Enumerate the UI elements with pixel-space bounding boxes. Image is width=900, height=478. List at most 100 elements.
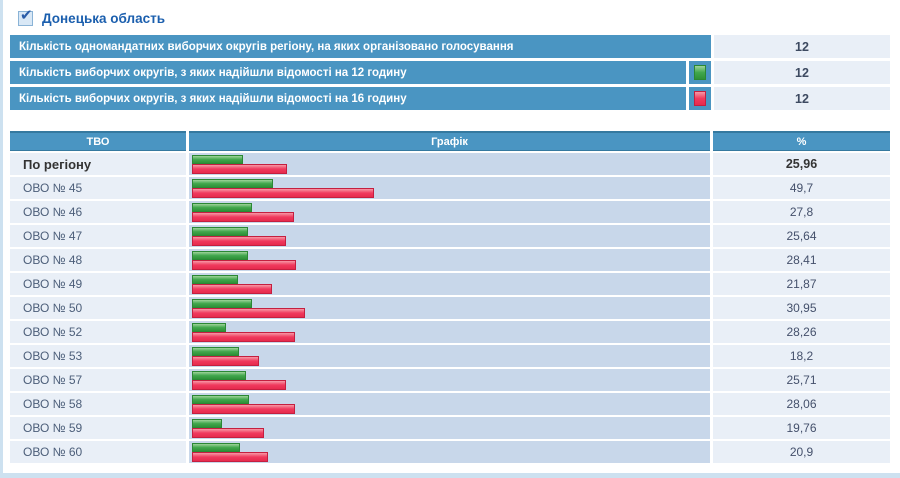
red-bar-16h [192,332,295,342]
summary-rows: Кількість одномандатних виборчих округів… [10,35,890,113]
table-row: ОВО № 47 25,64 [10,225,890,247]
green-bar-12h [192,347,239,356]
summary-row-value: 12 [714,61,890,84]
row-percent: 18,2 [713,345,890,367]
region-checkbox[interactable]: ✔ [18,6,33,26]
row-percent: 28,06 [713,393,890,415]
row-label: ОВО № 58 [10,393,186,415]
green-bar-12h [192,443,240,452]
row-graph-cell [189,393,710,415]
table-row: ОВО № 57 25,71 [10,369,890,391]
red-bar-16h [192,356,259,366]
table-row: ОВО № 49 21,87 [10,273,890,295]
table-row: ОВО № 45 49,7 [10,177,890,199]
green-bar-12h [192,419,222,428]
row-label: ОВО № 57 [10,369,186,391]
column-header-pct: % [713,131,890,151]
row-percent: 25,96 [713,153,890,175]
table-row: ОВО № 48 28,41 [10,249,890,271]
red-bar-16h [192,212,294,222]
green-bar-12h [192,371,246,380]
green-bar-12h [192,275,238,284]
row-graph-cell [189,273,710,295]
row-label: ОВО № 50 [10,297,186,319]
row-label: ОВО № 52 [10,321,186,343]
summary-row-label: Кількість одномандатних виборчих округів… [10,35,711,58]
footer-accent-strip [0,473,900,478]
row-label: ОВО № 48 [10,249,186,271]
red-bar-16h [192,236,286,246]
row-percent: 25,64 [713,225,890,247]
summary-icon-cell [689,61,711,84]
red-bar-16h [192,260,296,270]
summary-row: Кількість виборчих округів, з яких надій… [10,87,890,110]
table-row: ОВО № 50 30,95 [10,297,890,319]
row-graph-cell [189,297,710,319]
green-bar-12h [192,203,252,212]
table-row: По регіону 25,96 [10,153,890,175]
row-percent: 49,7 [713,177,890,199]
summary-row-label: Кількість виборчих округів, з яких надій… [10,61,686,84]
table-row: ОВО № 46 27,8 [10,201,890,223]
summary-row-label: Кількість виборчих округів, з яких надій… [10,87,686,110]
row-percent: 30,95 [713,297,890,319]
summary-row-value: 12 [714,35,890,58]
red-bar-16h [192,188,374,198]
green-bar-12h [192,395,249,404]
row-graph-cell [189,321,710,343]
row-graph-cell [189,345,710,367]
red-bar-16h [192,404,295,414]
results-table: ТВО Графік % По регіону 25,96 ОВО № 45 49,7… [10,131,890,465]
row-label: ОВО № 60 [10,441,186,463]
row-percent: 21,87 [713,273,890,295]
row-percent: 27,8 [713,201,890,223]
column-header-tvo: ТВО [10,131,186,151]
row-label: ОВО № 47 [10,225,186,247]
row-label: По регіону [10,153,186,175]
row-label: ОВО № 45 [10,177,186,199]
green-bar-12h [192,179,273,188]
row-percent: 25,71 [713,369,890,391]
red-bar-16h [192,380,286,390]
row-percent: 19,76 [713,417,890,439]
red-bar-16h [192,428,264,438]
row-graph-cell [189,369,710,391]
red-bar-16h [192,308,305,318]
row-percent: 28,41 [713,249,890,271]
row-graph-cell [189,417,710,439]
checkmark-icon: ✔ [20,5,33,24]
row-percent: 20,9 [713,441,890,463]
row-label: ОВО № 46 [10,201,186,223]
summary-row: Кількість одномандатних виборчих округів… [10,35,890,58]
row-graph-cell [189,201,710,223]
row-graph-cell [189,225,710,247]
left-accent-strip [0,0,3,478]
region-title: Донецька область [42,10,166,26]
summary-row: Кількість виборчих округів, з яких надій… [10,61,890,84]
row-label: ОВО № 53 [10,345,186,367]
red-bar-16h [192,452,268,462]
row-graph-cell [189,441,710,463]
green-bar-12h [192,299,252,308]
green-bar-12h [192,251,248,260]
table-row: ОВО № 53 18,2 [10,345,890,367]
table-row: ОВО № 52 28,26 [10,321,890,343]
red-legend-icon [694,91,706,106]
green-bar-12h [192,227,248,236]
row-label: ОВО № 49 [10,273,186,295]
green-bar-12h [192,155,243,164]
red-bar-16h [192,284,272,294]
column-header-grafik: Графік [189,131,710,151]
green-legend-icon [694,65,706,80]
row-label: ОВО № 59 [10,417,186,439]
table-row: ОВО № 58 28,06 [10,393,890,415]
row-graph-cell [189,249,710,271]
table-header: ТВО Графік % [10,131,890,151]
summary-icon-cell [689,87,711,110]
table-row: ОВО № 60 20,9 [10,441,890,463]
row-percent: 28,26 [713,321,890,343]
region-header: ✔ Донецька область [18,6,166,28]
row-graph-cell [189,153,710,175]
table-row: ОВО № 59 19,76 [10,417,890,439]
